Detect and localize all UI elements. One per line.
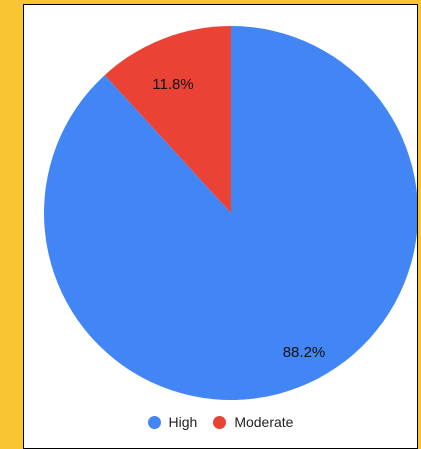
- pie-slice-high[interactable]: [44, 26, 417, 400]
- slice-label-moderate: 11.8%: [152, 76, 193, 93]
- top-frame-border: [0, 0, 421, 4]
- chart-legend: High Moderate: [24, 414, 417, 430]
- slice-label-high: 88.2%: [283, 344, 326, 361]
- left-frame-border: [0, 0, 23, 449]
- legend-swatch-moderate: [213, 415, 227, 429]
- pie-chart: 88.2% 11.8%: [44, 26, 417, 400]
- legend-swatch-high: [147, 415, 161, 429]
- legend-label-high: High: [168, 414, 198, 430]
- legend-item-high[interactable]: High: [147, 414, 198, 430]
- right-frame-border: [418, 0, 421, 449]
- chart-card: 88.2% 11.8% High Moderate: [23, 4, 418, 449]
- legend-item-moderate[interactable]: Moderate: [213, 414, 293, 430]
- pie-slice-moderate[interactable]: [104, 26, 231, 213]
- legend-label-moderate: Moderate: [234, 414, 294, 430]
